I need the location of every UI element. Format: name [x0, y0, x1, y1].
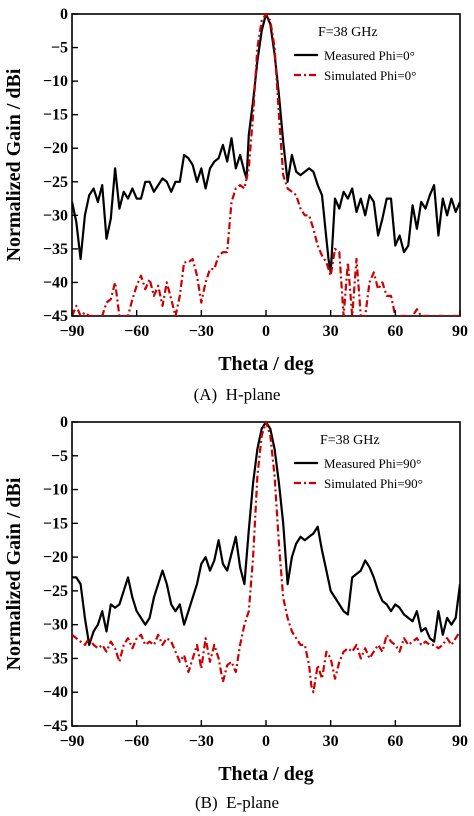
- y-tick-label: 0: [60, 6, 68, 23]
- series-layer: [72, 420, 460, 694]
- y-tick-label: −35: [43, 241, 68, 258]
- annotation-frequency: F=38 GHz: [320, 433, 380, 448]
- y-tick-label: −10: [43, 73, 68, 90]
- series-layer: [72, 12, 460, 316]
- y-tick-label: −40: [43, 274, 68, 291]
- y-tick-label: −30: [43, 207, 68, 224]
- legend-label-measured: Measured Phi=0°: [324, 48, 415, 63]
- x-tick-label: 0: [262, 733, 270, 750]
- y-axis-label: Normalized Gain / dBi: [3, 477, 25, 670]
- x-tick-label: 0: [262, 323, 270, 340]
- x-axis-label: Theta / deg: [218, 763, 314, 785]
- x-tick-label: 30: [323, 733, 339, 750]
- panel-caption: (B) E-plane: [195, 793, 279, 812]
- annotation-frequency: F=38 GHz: [318, 25, 378, 40]
- x-tick-label: 60: [387, 323, 403, 340]
- x-tick-label: −60: [124, 323, 149, 340]
- y-tick-label: −5: [51, 448, 68, 465]
- y-tick-label: −35: [43, 650, 68, 667]
- x-tick-label: 30: [323, 323, 339, 340]
- y-tick-label: −5: [51, 40, 68, 57]
- legend-label-simulated: Simulated Phi=0°: [324, 68, 416, 83]
- x-tick-label: −90: [59, 323, 84, 340]
- panel-h-plane: −90 −60 −30 0 30 60 90 0 −5 −10 −15 −20 −25 −30 −35 −40…: [3, 6, 468, 404]
- panel-caption: (A) H-plane: [194, 385, 281, 404]
- legend-label-measured: Measured Phi=90°: [324, 456, 421, 471]
- tick-layer: −90 −60 −30 0 30 60 90 0 −5 −10 −15 −20 −25 −30 −35 −40…: [43, 6, 468, 340]
- y-tick-label: −10: [43, 482, 68, 499]
- tick-layer: −90 −60 −30 0 30 60 90 0 −5 −10 −15 −20 −25 −30 −35 −40…: [43, 414, 468, 750]
- y-axis-label: Normalized Gain / dBi: [3, 68, 25, 261]
- x-tick-label: −90: [59, 733, 84, 750]
- x-axis-label: Theta / deg: [218, 353, 314, 375]
- panel-e-plane: −90 −60 −30 0 30 60 90 0 −5 −10 −15 −20 −25 −30 −35 −40…: [3, 414, 468, 812]
- x-tick-label: 60: [387, 733, 403, 750]
- y-tick-label: −30: [43, 617, 68, 634]
- x-tick-label: −30: [189, 733, 214, 750]
- y-tick-label: −25: [43, 174, 68, 191]
- x-tick-label: 90: [452, 323, 468, 340]
- y-tick-label: −20: [43, 140, 68, 157]
- y-tick-label: 0: [60, 414, 68, 431]
- x-tick-label: −30: [189, 323, 214, 340]
- x-tick-label: 90: [452, 733, 468, 750]
- y-tick-label: −45: [43, 308, 68, 325]
- y-tick-label: −45: [43, 718, 68, 735]
- y-tick-label: −15: [43, 107, 68, 124]
- y-tick-label: −25: [43, 583, 68, 600]
- y-tick-label: −15: [43, 515, 68, 532]
- series-line-simulated: [72, 12, 460, 316]
- x-tick-label: −60: [124, 733, 149, 750]
- y-tick-label: −20: [43, 549, 68, 566]
- legend-label-simulated: Simulated Phi=90°: [324, 476, 423, 491]
- y-tick-label: −40: [43, 684, 68, 701]
